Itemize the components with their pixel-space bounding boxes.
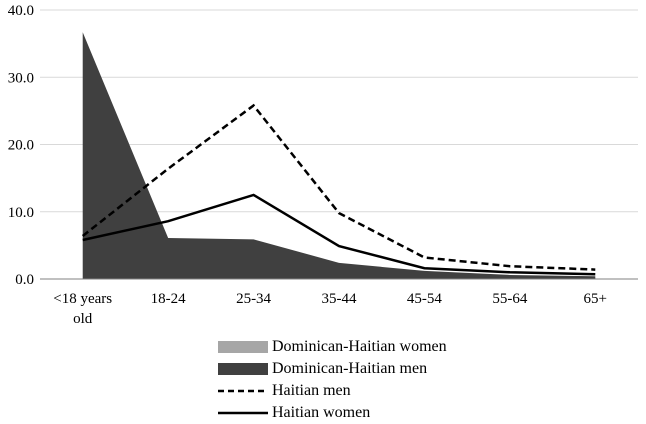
y-tick-label: 30.0 — [8, 70, 34, 86]
y-tick-label: 20.0 — [8, 138, 34, 154]
chart-plot: 0.0 10.0 20.0 30.0 40.0 <18 years old 18-24 25-… — [8, 3, 638, 327]
line-haitian-men — [81, 103, 596, 271]
legend-swatch-haitian-women — [218, 411, 268, 415]
x-tick-labels: <18 years old 18-24 25-34 35-44 45-54 55-64 65+ — [53, 291, 607, 327]
x-tick-label: 65+ — [584, 291, 607, 307]
legend-label-dominican-haitian-men: Dominican-Haitian men — [272, 360, 428, 377]
y-tick-label: 0.0 — [15, 272, 34, 288]
area-dominican-haitian-men — [82, 32, 596, 279]
y-tick-label: 10.0 — [8, 205, 34, 221]
x-tick-label: 35-44 — [322, 291, 357, 307]
line-haitian-women — [82, 193, 596, 276]
legend-swatch-dominican-haitian-women — [218, 341, 268, 353]
x-tick-label: 45-54 — [407, 291, 442, 307]
legend-item-haitian-men: Haitian men — [218, 380, 447, 402]
legend-swatch-dominican-haitian-men — [218, 363, 268, 375]
y-tick-labels: 0.0 10.0 20.0 30.0 40.0 — [8, 3, 34, 288]
x-tick-label: 18-24 — [151, 291, 186, 307]
legend-item-haitian-women: Haitian women — [218, 402, 447, 424]
legend-item-dominican-haitian-women: Dominican-Haitian women — [218, 336, 447, 358]
legend-label-dominican-haitian-women: Dominican-Haitian women — [272, 338, 447, 355]
legend: Dominican-Haitian women Dominican-Haitia… — [218, 336, 447, 424]
area-series — [82, 32, 596, 279]
legend-label-haitian-women: Haitian women — [272, 404, 371, 421]
x-tick-label: 25-34 — [236, 291, 271, 307]
legend-label-haitian-men: Haitian men — [272, 382, 351, 399]
x-tick-label: <18 years old — [53, 291, 112, 327]
y-tick-label: 40.0 — [8, 3, 34, 19]
legend-item-dominican-haitian-men: Dominican-Haitian men — [218, 358, 447, 380]
gridlines — [40, 9, 638, 213]
x-tick-label: 55-64 — [492, 291, 527, 307]
line-series — [81, 103, 596, 276]
legend-swatch-haitian-men — [218, 389, 268, 393]
